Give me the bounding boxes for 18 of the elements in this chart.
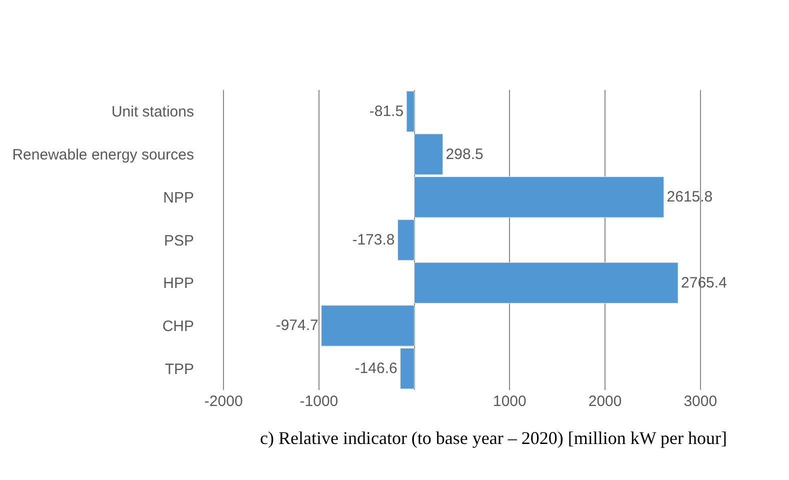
y-tick-label: TPP [164, 360, 194, 378]
data-label: -974.7 [276, 317, 318, 334]
y-tick-label: CHP [162, 318, 194, 335]
x-tick-label: -2000 [204, 393, 243, 410]
x-tick-label: 1000 [492, 393, 526, 410]
data-label: 298.5 [446, 146, 484, 163]
x-tick-label: -1000 [300, 393, 338, 410]
y-tick-label: Renewable energy sources [12, 146, 194, 164]
data-label: -173.8 [352, 232, 395, 248]
data-label: -146.6 [354, 360, 398, 378]
y-tick-label: NPP [163, 189, 194, 206]
y-tick-label: Unit stations [111, 104, 194, 121]
data-label: -81.5 [369, 102, 404, 120]
text: c) Relative indicator (to base year – 2020) [million kW per hour] [260, 428, 728, 448]
y-tick-label: HPP [163, 275, 194, 292]
x-tick-label: 3000 [684, 393, 718, 410]
x-tick-label: 2000 [588, 393, 622, 410]
y-tick-label: PSP [164, 232, 194, 250]
